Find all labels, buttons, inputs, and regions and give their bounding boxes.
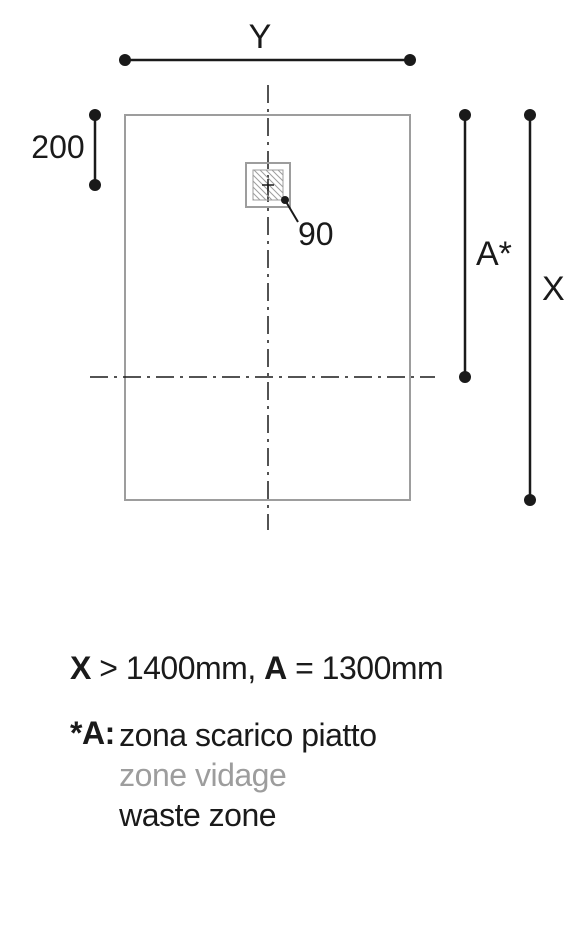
specification-text: X > 1400mm, A = 1300mm *A: zona scarico … <box>70 650 443 835</box>
svg-text:A*: A* <box>476 235 512 273</box>
legend-marker: *A: <box>70 715 115 752</box>
legend-it: zona scarico piatto <box>119 717 376 753</box>
svg-text:Y: Y <box>249 18 272 56</box>
val-1300: 1300mm <box>322 650 444 686</box>
op-eq: = <box>295 650 313 686</box>
val-1400: 1400mm <box>126 650 248 686</box>
var-a: A <box>264 650 287 686</box>
legend-block: *A: zona scarico piatto zone vidage wast… <box>70 715 443 835</box>
technical-diagram: 90 Y 200 A* X <box>0 0 583 580</box>
svg-text:90: 90 <box>298 216 334 252</box>
var-x: X <box>70 650 91 686</box>
svg-text:X: X <box>542 270 565 308</box>
svg-text:200: 200 <box>31 129 84 165</box>
condition-line: X > 1400mm, A = 1300mm <box>70 650 443 687</box>
op-gt: > <box>99 650 117 686</box>
legend-fr: zone vidage <box>119 757 286 793</box>
legend-en: waste zone <box>119 797 276 833</box>
